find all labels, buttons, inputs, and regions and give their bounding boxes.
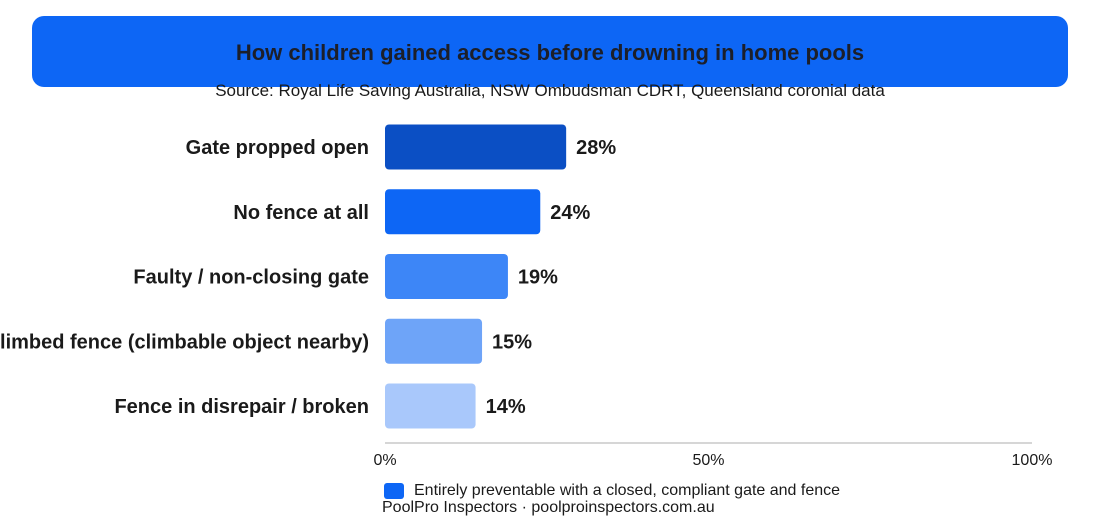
bar — [385, 189, 541, 235]
category-label: Faulty / non-closing gate — [133, 267, 369, 289]
category-label: No fence at all — [233, 202, 369, 224]
category-label: Gate propped open — [186, 137, 369, 159]
category-label: Fence in disrepair / broken — [114, 396, 369, 418]
bar — [385, 318, 483, 364]
category-label: Climbed fence (climbable object nearby) — [0, 331, 369, 353]
bar — [385, 383, 476, 429]
legend-label: Entirely preventable with a closed, comp… — [414, 482, 841, 499]
data-label: 28% — [576, 137, 616, 159]
title-banner: How children gained access before drowni… — [32, 16, 1068, 87]
x-tick-label: 100% — [1012, 452, 1053, 469]
x-axis: 0% 50% 100% — [373, 442, 1053, 469]
data-label: 19% — [518, 267, 558, 289]
data-label: 14% — [486, 396, 526, 418]
chart-subtitle: Source: Royal Life Saving Australia, NSW… — [215, 81, 885, 100]
chart-title: How children gained access before drowni… — [235, 39, 865, 65]
legend: Entirely preventable with a closed, comp… — [384, 482, 840, 500]
x-tick-label: 50% — [692, 452, 724, 469]
data-label: 24% — [550, 202, 590, 224]
bars-layer: Gate propped open 28% No fence at all 24% Fa… — [0, 124, 616, 429]
x-tick-label: 0% — [373, 452, 396, 469]
legend-swatch — [384, 483, 404, 499]
bar — [385, 254, 508, 299]
bar — [385, 124, 567, 170]
footer-credit: PoolPro Inspectors · poolproinspectors.c… — [382, 499, 715, 516]
data-label: 15% — [492, 331, 532, 353]
